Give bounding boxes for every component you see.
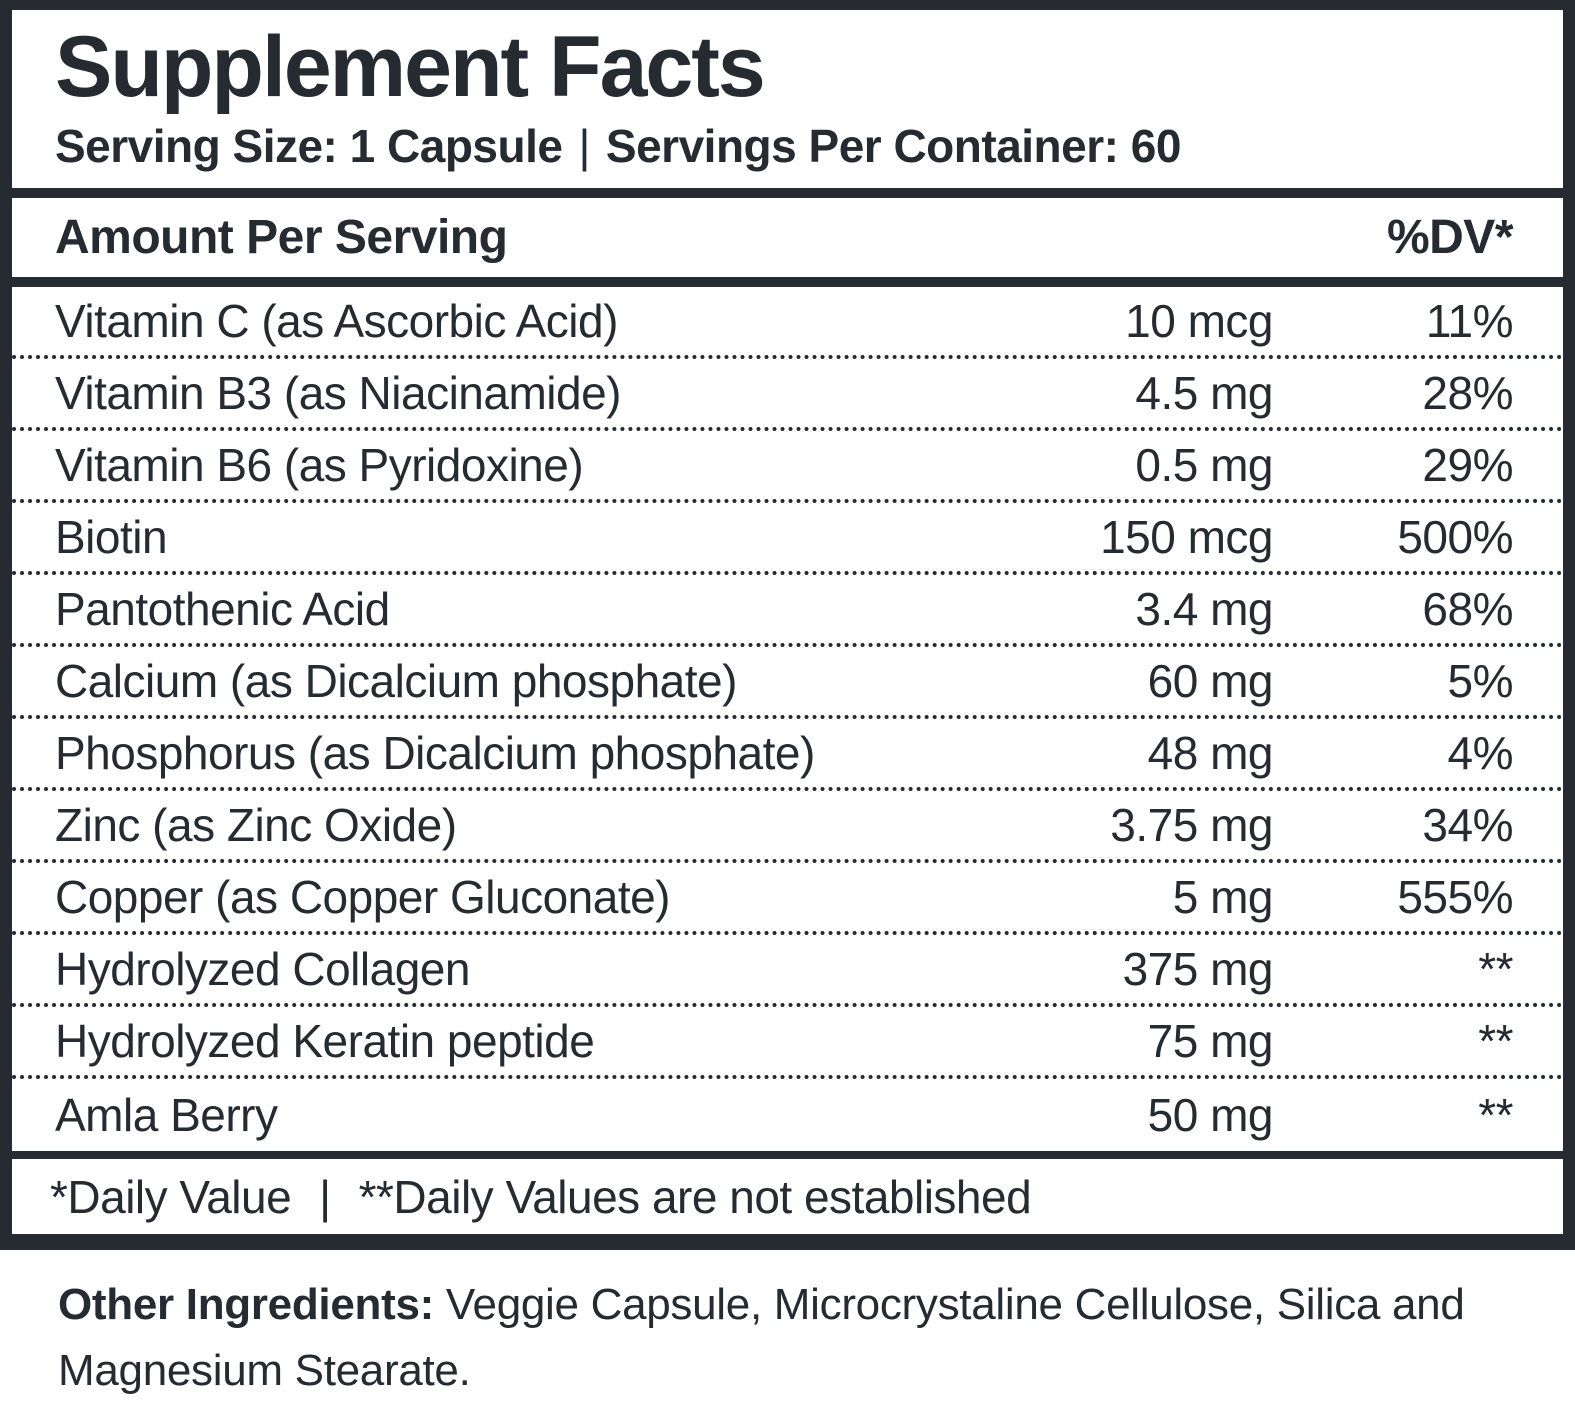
ingredient-name: Hydrolyzed Collagen bbox=[55, 943, 470, 995]
ingredient-row: Hydrolyzed Collagen 375 mg ** bbox=[12, 935, 1563, 1007]
ingredient-dv: 500% bbox=[1397, 511, 1513, 563]
ingredient-amount: 0.5 mg bbox=[1135, 439, 1273, 491]
ingredient-row: Zinc (as Zinc Oxide) 3.75 mg 34% bbox=[12, 791, 1563, 863]
supplement-facts-label: Supplement Facts Serving Size: 1 Capsule… bbox=[0, 0, 1575, 1250]
servings-per-container: Servings Per Container: 60 bbox=[605, 119, 1181, 172]
header-divider-top bbox=[12, 188, 1563, 198]
ingredient-name: Vitamin B3 (as Niacinamide) bbox=[55, 367, 622, 419]
ingredient-rows: Vitamin C (as Ascorbic Acid) 10 mcg 11% Vit… bbox=[12, 287, 1563, 1151]
ingredient-dv: 4% bbox=[1447, 727, 1514, 779]
other-ingredients-label: Other Ingredients: bbox=[58, 1280, 434, 1329]
ingredient-amount: 3.4 mg bbox=[1135, 583, 1273, 635]
ingredient-row: Hydrolyzed Keratin peptide 75 mg ** bbox=[12, 1007, 1563, 1079]
dv-header: %DV* bbox=[1386, 211, 1514, 264]
column-header-row: Amount Per Serving %DV* bbox=[12, 198, 1563, 277]
ingredient-dv: 29% bbox=[1422, 439, 1513, 491]
ingredient-row: Amla Berry 50 mg ** bbox=[12, 1079, 1563, 1151]
other-ingredients-text: Veggie Capsule, Microcrystaline Cellulos… bbox=[58, 1280, 1465, 1395]
amount-per-serving-header: Amount Per Serving bbox=[55, 211, 508, 264]
serving-size: Serving Size: 1 Capsule bbox=[55, 119, 563, 172]
label-header: Supplement Facts Serving Size: 1 Capsule… bbox=[12, 10, 1563, 188]
ingredient-amount: 375 mg bbox=[1122, 943, 1274, 995]
ingredient-dv: 68% bbox=[1422, 583, 1513, 635]
ingredient-row: Calcium (as Dicalcium phosphate) 60 mg 5% bbox=[12, 647, 1563, 719]
ingredient-name: Phosphorus (as Dicalcium phosphate) bbox=[55, 727, 815, 779]
ingredient-name: Pantothenic Acid bbox=[55, 583, 390, 635]
ingredient-name: Calcium (as Dicalcium phosphate) bbox=[55, 655, 737, 707]
ingredient-dv: ** bbox=[1478, 1015, 1513, 1067]
ingredient-dv: 11% bbox=[1425, 295, 1514, 347]
ingredient-name: Copper (as Copper Gluconate) bbox=[55, 871, 671, 923]
ingredient-dv: ** bbox=[1478, 1089, 1513, 1141]
header-divider-bottom bbox=[12, 277, 1563, 287]
footnote-separator: | bbox=[319, 1170, 331, 1223]
other-ingredients: Other Ingredients: Veggie Capsule, Micro… bbox=[0, 1272, 1575, 1404]
serving-separator: | bbox=[578, 119, 590, 172]
ingredient-name: Hydrolyzed Keratin peptide bbox=[55, 1015, 595, 1067]
serving-info: Serving Size: 1 Capsule | Servings Per Con… bbox=[55, 119, 1523, 173]
ingredient-row: Vitamin B6 (as Pyridoxine) 0.5 mg 29% bbox=[12, 431, 1563, 503]
footnote-divider bbox=[12, 1151, 1563, 1159]
ingredient-amount: 60 mg bbox=[1147, 655, 1274, 707]
ingredient-dv: 28% bbox=[1422, 367, 1513, 419]
ingredient-name: Zinc (as Zinc Oxide) bbox=[55, 799, 457, 851]
ingredient-amount: 5 mg bbox=[1172, 871, 1274, 923]
ingredient-name: Biotin bbox=[55, 511, 168, 563]
label-title: Supplement Facts bbox=[55, 19, 766, 115]
ingredient-name: Vitamin C (as Ascorbic Acid) bbox=[55, 295, 618, 347]
ingredient-dv: 5% bbox=[1447, 655, 1514, 707]
dv-not-established-footnote: **Daily Values are not established bbox=[358, 1170, 1032, 1223]
ingredient-amount: 150 mcg bbox=[1100, 511, 1273, 563]
ingredient-amount: 48 mg bbox=[1147, 727, 1274, 779]
ingredient-dv: ** bbox=[1478, 943, 1513, 995]
ingredient-row: Phosphorus (as Dicalcium phosphate) 48 mg… bbox=[12, 719, 1563, 791]
ingredient-row: Vitamin B3 (as Niacinamide) 4.5 mg 28% bbox=[12, 359, 1563, 431]
ingredient-name: Vitamin B6 (as Pyridoxine) bbox=[55, 439, 584, 491]
ingredient-amount: 4.5 mg bbox=[1135, 367, 1273, 419]
ingredient-row: Copper (as Copper Gluconate) 5 mg 555% bbox=[12, 863, 1563, 935]
ingredient-amount: 3.75 mg bbox=[1110, 799, 1273, 851]
ingredient-amount: 75 mg bbox=[1147, 1015, 1274, 1067]
ingredient-dv: 34% bbox=[1422, 799, 1513, 851]
ingredient-amount: 50 mg bbox=[1147, 1089, 1274, 1141]
daily-value-footnote: *Daily Value bbox=[50, 1170, 292, 1223]
ingredient-row: Pantothenic Acid 3.4 mg 68% bbox=[12, 575, 1563, 647]
ingredient-row: Biotin 150 mcg 500% bbox=[12, 503, 1563, 575]
footnote-row: *Daily Value | **Daily Values are not esta… bbox=[12, 1159, 1563, 1234]
ingredient-row: Vitamin C (as Ascorbic Acid) 10 mcg 11% bbox=[12, 287, 1563, 359]
ingredient-dv: 555% bbox=[1397, 871, 1513, 923]
ingredient-name: Amla Berry bbox=[55, 1089, 278, 1141]
ingredient-amount: 10 mcg bbox=[1125, 295, 1273, 347]
